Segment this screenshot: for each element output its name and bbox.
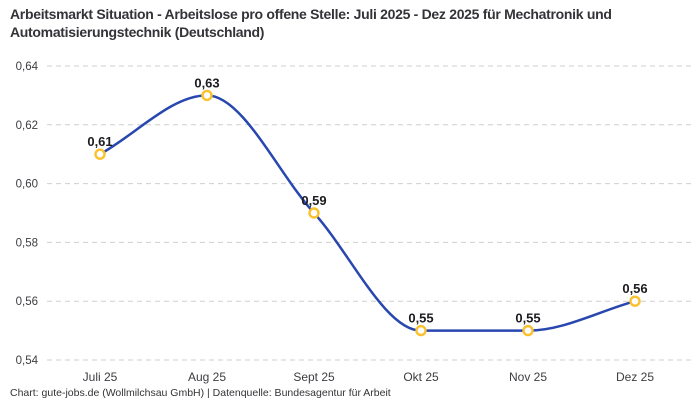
x-axis-tick-label: Nov 25 bbox=[509, 370, 547, 384]
x-axis-tick-label: Dez 25 bbox=[616, 370, 654, 384]
chart-source-attribution: Chart: gute-jobs.de (Wollmilchsau GmbH) … bbox=[10, 387, 391, 399]
data-point-marker bbox=[415, 324, 427, 337]
data-point-marker bbox=[201, 89, 213, 102]
data-point-marker bbox=[308, 207, 320, 219]
data-point-value-label: 0,55 bbox=[408, 311, 433, 326]
data-point-value-label: 0,55 bbox=[515, 311, 540, 326]
data-point-value-label: 0,61 bbox=[87, 134, 112, 149]
x-axis-tick-label: Okt 25 bbox=[403, 370, 439, 384]
data-point-value-label: 0,56 bbox=[622, 281, 647, 296]
data-point-marker bbox=[522, 324, 534, 337]
data-point-marker bbox=[629, 295, 641, 307]
y-axis-tick-label: 0,62 bbox=[16, 120, 38, 132]
data-point-value-label: 0,63 bbox=[194, 75, 219, 90]
x-axis-tick-label: Juli 25 bbox=[83, 370, 118, 384]
x-axis-tick-label: Sept 25 bbox=[293, 370, 335, 384]
y-axis-tick-label: 0,64 bbox=[16, 61, 39, 73]
y-axis-tick-label: 0,58 bbox=[16, 237, 38, 249]
x-axis-tick-label: Aug 25 bbox=[188, 370, 226, 384]
series-line bbox=[98, 94, 637, 332]
data-point-marker bbox=[94, 148, 106, 160]
data-point-value-label: 0,59 bbox=[301, 193, 326, 208]
y-axis-tick-label: 0,54 bbox=[16, 355, 39, 367]
page-title: Arbeitsmarkt Situation - Arbeitslose pro… bbox=[10, 6, 612, 40]
y-axis-tick-label: 0,60 bbox=[16, 179, 38, 191]
y-axis-tick-label: 0,56 bbox=[16, 296, 38, 308]
